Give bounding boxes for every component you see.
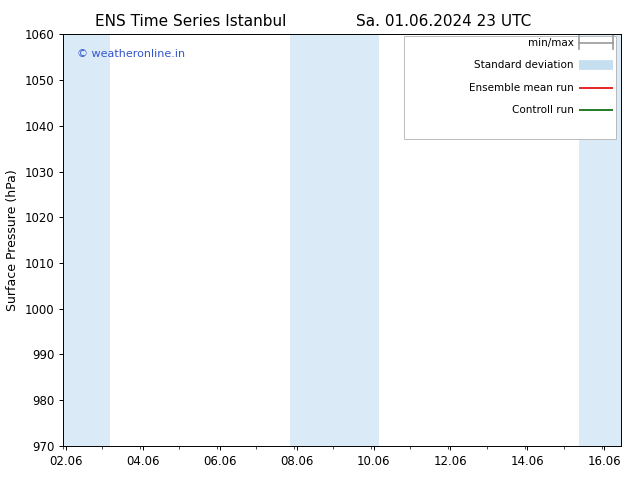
Bar <box>63 34 110 446</box>
Text: Ensemble mean run: Ensemble mean run <box>469 83 574 93</box>
Y-axis label: Surface Pressure (hPa): Surface Pressure (hPa) <box>6 169 19 311</box>
Bar <box>579 34 621 446</box>
FancyBboxPatch shape <box>404 36 616 139</box>
Text: Controll run: Controll run <box>512 105 574 116</box>
Text: © weatheronline.in: © weatheronline.in <box>77 49 186 59</box>
Text: Sa. 01.06.2024 23 UTC: Sa. 01.06.2024 23 UTC <box>356 14 531 29</box>
Text: Standard deviation: Standard deviation <box>474 60 574 70</box>
Bar <box>290 34 379 446</box>
Text: min/max: min/max <box>528 38 574 48</box>
Text: ENS Time Series Istanbul: ENS Time Series Istanbul <box>94 14 286 29</box>
